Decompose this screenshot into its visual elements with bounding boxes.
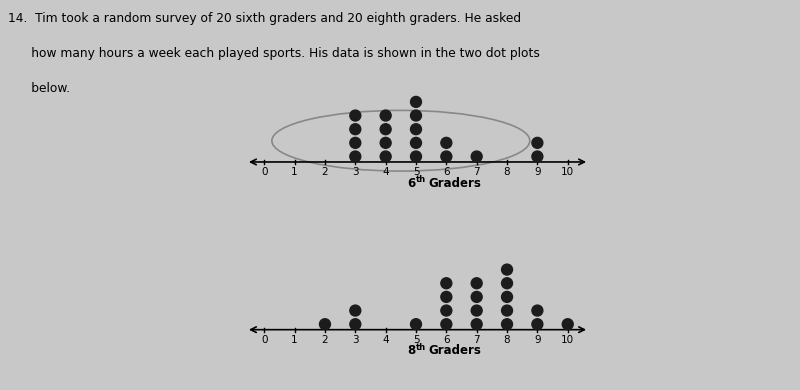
Text: th: th [416,343,426,352]
Text: 4: 4 [382,335,389,345]
Circle shape [562,319,573,330]
Text: 9: 9 [534,335,541,345]
Circle shape [350,319,361,330]
Text: Graders: Graders [428,344,481,357]
Circle shape [380,124,391,135]
Text: 4: 4 [382,167,389,177]
Circle shape [441,291,452,302]
Text: 6: 6 [443,167,450,177]
Text: 9: 9 [534,167,541,177]
Text: 8: 8 [504,167,510,177]
Text: 5: 5 [413,335,419,345]
Text: below.: below. [8,82,70,95]
Circle shape [502,305,513,316]
Text: 5: 5 [413,167,419,177]
Circle shape [471,305,482,316]
Circle shape [532,151,543,162]
Circle shape [380,151,391,162]
Circle shape [532,137,543,148]
Circle shape [380,137,391,148]
Circle shape [410,151,422,162]
Text: 0: 0 [261,167,267,177]
Circle shape [410,96,422,107]
Circle shape [502,278,513,289]
Text: 10: 10 [561,167,574,177]
Text: 3: 3 [352,167,358,177]
Circle shape [350,305,361,316]
Circle shape [532,305,543,316]
Circle shape [441,278,452,289]
Circle shape [471,319,482,330]
Circle shape [502,319,513,330]
Circle shape [410,137,422,148]
Circle shape [380,110,391,121]
Text: how many hours a week each played sports. His data is shown in the two dot plots: how many hours a week each played sports… [8,47,540,60]
Text: 7: 7 [474,335,480,345]
Circle shape [441,137,452,148]
Text: 1: 1 [291,335,298,345]
Text: Graders: Graders [428,177,481,190]
Circle shape [441,151,452,162]
Circle shape [502,264,513,275]
Circle shape [471,151,482,162]
Text: 3: 3 [352,335,358,345]
Circle shape [441,319,452,330]
Circle shape [410,319,422,330]
Text: 1: 1 [291,167,298,177]
Text: 8: 8 [408,344,416,357]
Circle shape [350,124,361,135]
Text: 7: 7 [474,167,480,177]
Circle shape [471,278,482,289]
Text: 6: 6 [408,177,416,190]
Circle shape [410,124,422,135]
Text: 10: 10 [561,335,574,345]
Text: 0: 0 [261,335,267,345]
Text: th: th [416,176,426,184]
Text: 2: 2 [322,335,328,345]
Circle shape [410,110,422,121]
Circle shape [532,319,543,330]
Text: 2: 2 [322,167,328,177]
Text: 8: 8 [504,335,510,345]
Circle shape [471,291,482,302]
Circle shape [350,137,361,148]
Text: 14.  Tim took a random survey of 20 sixth graders and 20 eighth graders. He aske: 14. Tim took a random survey of 20 sixth… [8,12,521,25]
Circle shape [502,291,513,302]
Circle shape [350,110,361,121]
Circle shape [350,151,361,162]
Text: 6: 6 [443,335,450,345]
Circle shape [319,319,330,330]
Circle shape [441,305,452,316]
